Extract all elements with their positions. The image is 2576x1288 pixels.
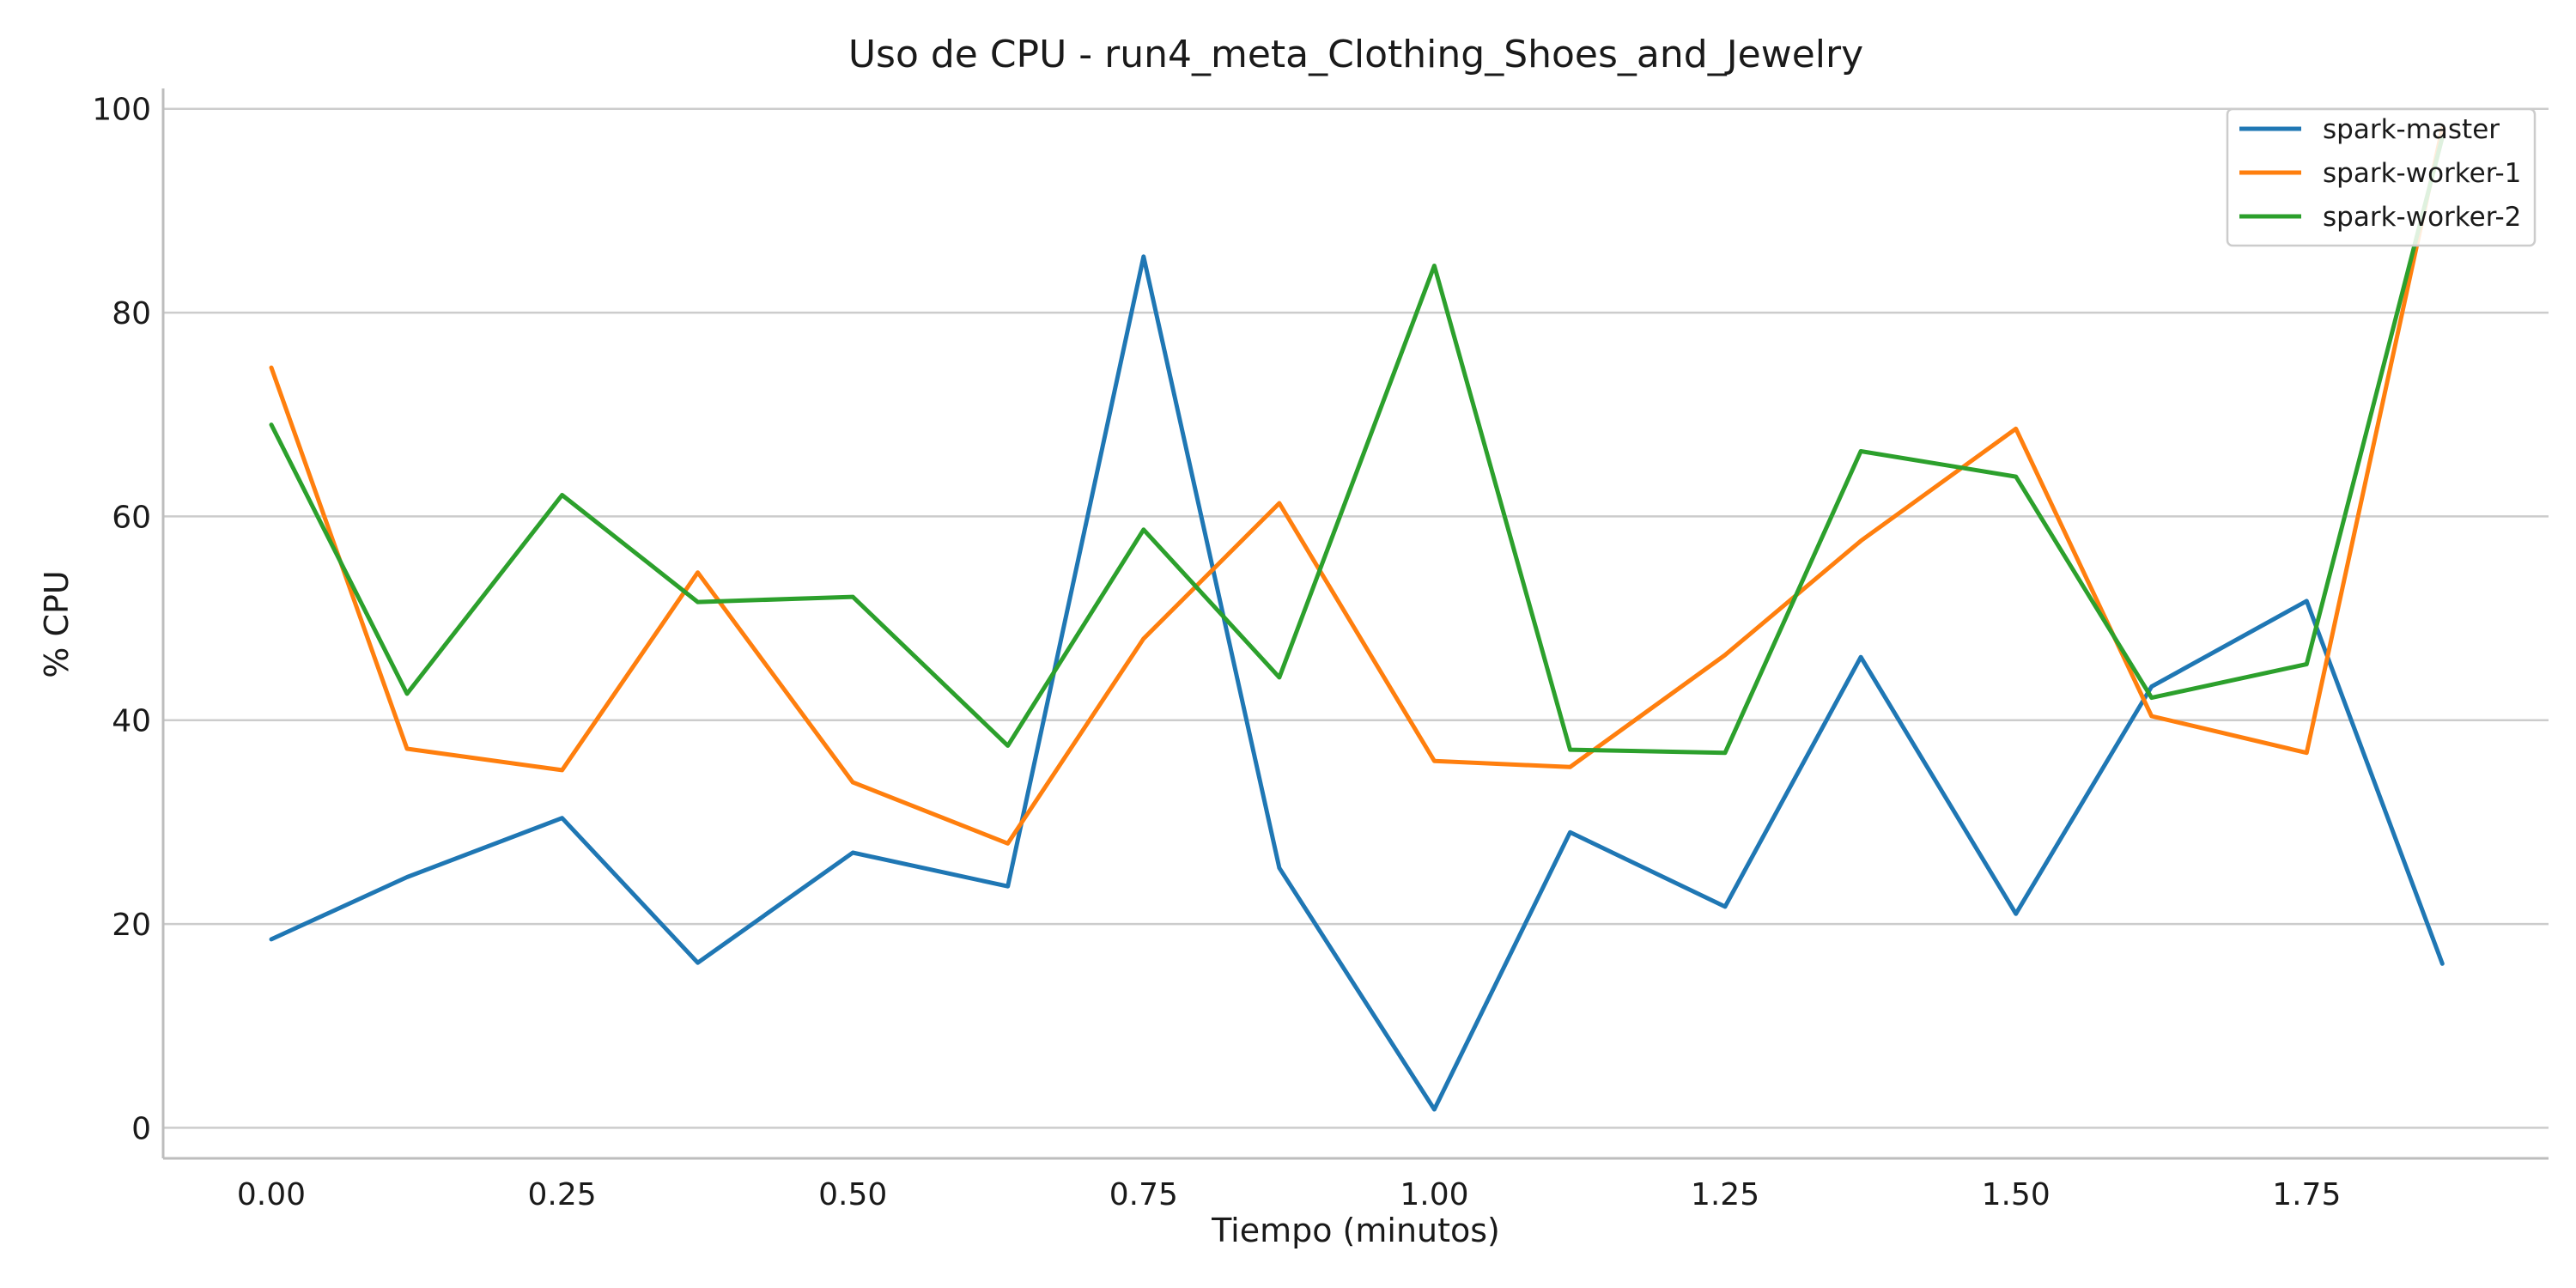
x-tick-label: 1.00 (1400, 1177, 1468, 1212)
y-axis-label: % CPU (38, 570, 76, 677)
x-tick-label: 1.50 (1982, 1177, 2050, 1212)
axes-spines (161, 88, 2549, 1160)
legend-frame (2226, 107, 2537, 247)
x-tick-label: 1.25 (1691, 1177, 1759, 1212)
x-tick-label: 0.50 (818, 1177, 887, 1212)
y-tick-label: 0 (131, 1111, 151, 1146)
y-tick-label: 60 (112, 500, 151, 535)
series-line-spark-worker-2 (269, 135, 2445, 756)
y-tick-label: 20 (112, 908, 151, 943)
series-lines (269, 125, 2445, 1112)
legend: spark-master spark-worker-1 spark-worker-2 (2226, 107, 2537, 247)
x-tick-label: 0.75 (1109, 1177, 1178, 1212)
series-line-spark-worker-1 (269, 125, 2445, 846)
x-axis-label: Tiempo (minutos) (1211, 1212, 1500, 1249)
legend-label: spark-worker-1 (2323, 158, 2521, 189)
x-tick-label: 0.25 (528, 1177, 597, 1212)
y-tick-label: 80 (112, 296, 151, 331)
y-tick-label: 100 (92, 93, 151, 128)
x-tick-label: 0.00 (237, 1177, 306, 1212)
legend-label: spark-master (2323, 114, 2500, 145)
series-line-spark-master (269, 254, 2445, 1112)
legend-label: spark-worker-2 (2323, 202, 2521, 233)
x-tick-labels: 0.00 0.25 0.50 0.75 1.00 1.25 1.50 1.75 (237, 1177, 2341, 1212)
grid-lines (163, 107, 2549, 1129)
x-tick-label: 1.75 (2272, 1177, 2341, 1212)
chart-title: Uso de CPU - run4_meta_Clothing_Shoes_an… (848, 33, 1863, 76)
y-tick-labels: 0 20 40 60 80 100 (92, 93, 151, 1147)
y-tick-label: 40 (112, 704, 151, 739)
